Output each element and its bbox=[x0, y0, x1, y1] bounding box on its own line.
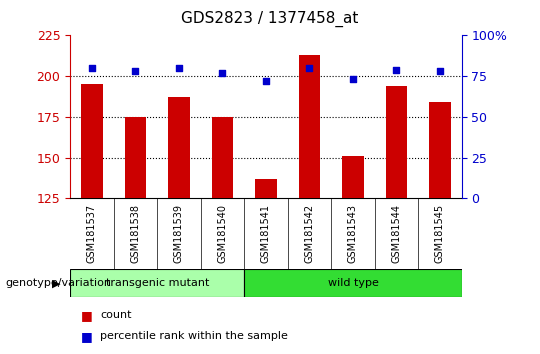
Text: percentile rank within the sample: percentile rank within the sample bbox=[100, 331, 288, 341]
Text: GSM181541: GSM181541 bbox=[261, 204, 271, 263]
Point bbox=[349, 76, 357, 82]
Text: GSM181543: GSM181543 bbox=[348, 204, 358, 263]
Text: GSM181542: GSM181542 bbox=[305, 204, 314, 263]
Point bbox=[131, 68, 140, 74]
Bar bbox=[212, 117, 233, 198]
Text: count: count bbox=[100, 310, 131, 320]
Point bbox=[436, 68, 444, 74]
Text: GSM181540: GSM181540 bbox=[218, 204, 227, 263]
Text: ■: ■ bbox=[81, 309, 93, 321]
Point bbox=[218, 70, 227, 76]
Bar bbox=[386, 86, 407, 198]
Bar bbox=[70, 269, 244, 297]
Text: ■: ■ bbox=[81, 330, 93, 343]
Bar bbox=[342, 156, 364, 198]
Text: GSM181545: GSM181545 bbox=[435, 204, 445, 263]
Text: wild type: wild type bbox=[328, 278, 379, 288]
Text: ▶: ▶ bbox=[52, 278, 61, 288]
Bar bbox=[299, 55, 320, 198]
Point bbox=[305, 65, 314, 71]
Text: GSM181538: GSM181538 bbox=[131, 204, 140, 263]
Text: GDS2823 / 1377458_at: GDS2823 / 1377458_at bbox=[181, 11, 359, 27]
Bar bbox=[168, 97, 190, 198]
Text: transgenic mutant: transgenic mutant bbox=[105, 278, 209, 288]
Text: GSM181544: GSM181544 bbox=[392, 204, 401, 263]
Point bbox=[392, 67, 401, 73]
Bar bbox=[125, 117, 146, 198]
Text: genotype/variation: genotype/variation bbox=[5, 278, 111, 288]
Point bbox=[174, 65, 183, 71]
Bar bbox=[244, 269, 462, 297]
Bar bbox=[429, 102, 451, 198]
Text: GSM181537: GSM181537 bbox=[87, 204, 97, 263]
Text: GSM181539: GSM181539 bbox=[174, 204, 184, 263]
Bar bbox=[81, 84, 103, 198]
Point bbox=[261, 78, 270, 84]
Bar bbox=[255, 179, 277, 198]
Point bbox=[87, 65, 96, 71]
